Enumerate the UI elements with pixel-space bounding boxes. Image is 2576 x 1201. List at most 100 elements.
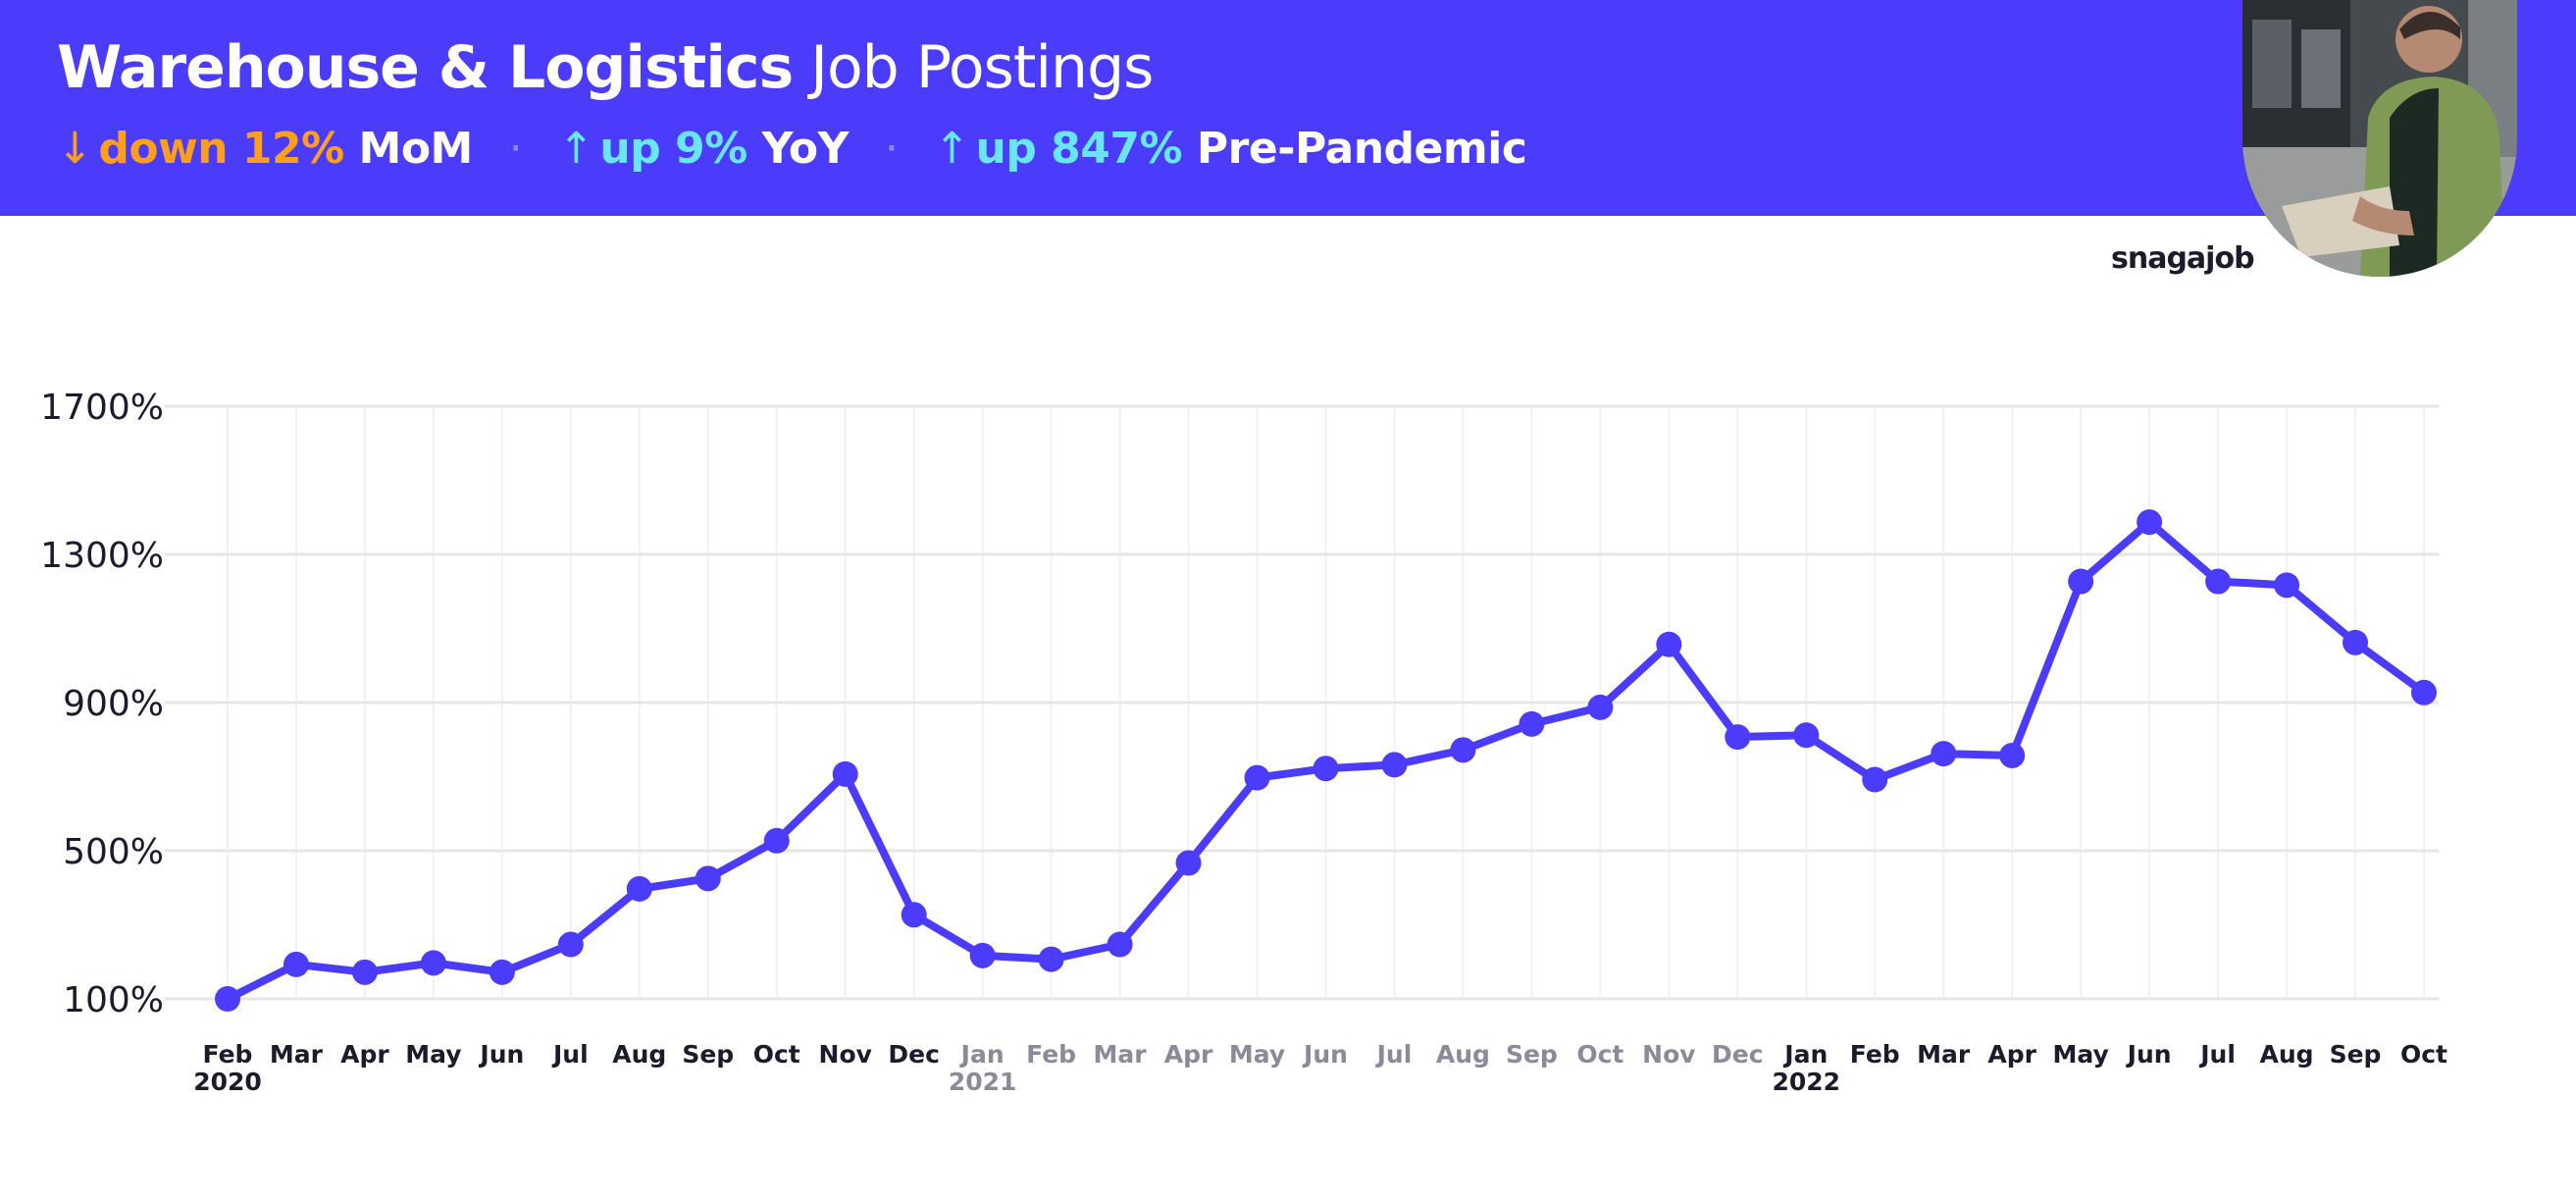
snagajob-logo: snagajob [2111,241,2255,276]
data-point [695,865,721,892]
data-point [763,827,790,854]
data-point [283,951,309,977]
x-tick-label: Jun [478,1040,524,1069]
y-tick-label: 500% [63,832,164,872]
x-tick-label: Jul [1375,1040,1413,1069]
data-point [1587,694,1614,720]
data-point [557,931,584,958]
page-title: Warehouse & Logistics Job Postings [57,33,1154,102]
stat-prepandemic-label: Pre-Pandemic [1196,124,1527,174]
data-point [2274,572,2300,599]
data-point [626,875,652,902]
stats-line: ↓ down 12% MoM · ↑ up 9% YoY · ↑ up 847% Pr… [57,124,1527,174]
data-point [1793,722,1820,749]
x-tick-label: Nov [1642,1040,1695,1069]
x-tick-label: Jul [2198,1040,2236,1069]
stat-prepandemic-value: up 847% [975,124,1183,174]
x-tick-year-label: 2020 [193,1068,262,1096]
data-point [1862,766,1888,793]
x-tick-label: Feb [1026,1040,1076,1069]
data-point [1725,724,1751,751]
y-tick-label: 1700% [40,388,164,428]
x-tick-label: Jan [1782,1040,1828,1069]
data-point [901,902,927,928]
x-tick-label: Jul [551,1040,589,1069]
header-banner [0,0,2576,216]
x-tick-label: Dec [888,1040,940,1069]
data-point [1656,631,1682,657]
data-point [1381,752,1408,778]
data-point [1107,931,1133,958]
data-point [1038,946,1064,972]
stat-yoy-label: YoY [761,124,850,174]
data-point [1313,756,1339,782]
data-point [215,986,240,1012]
y-tick-label: 900% [63,684,164,724]
arrow-up-icon: ↑ [558,124,594,174]
x-tick-label: Feb [203,1040,253,1069]
title-bold: Warehouse & Logistics [57,33,794,102]
x-tick-label: Apr [1164,1040,1213,1069]
x-tick-label: Aug [2260,1040,2314,1069]
x-tick-label: Nov [819,1040,872,1069]
data-point [2205,568,2232,595]
data-point [1450,737,1476,763]
data-point [1244,764,1270,791]
x-tick-label: Apr [340,1040,389,1069]
x-tick-label: Jun [2126,1040,2172,1069]
stat-mom-value: down 12% [98,124,344,174]
data-point [1519,710,1545,737]
title-light: Job Postings [810,33,1154,102]
data-point [1999,742,2026,768]
stat-prepandemic: ↑ up 847% Pre-Pandemic [934,124,1527,174]
data-point [969,942,996,968]
data-point [2068,568,2094,595]
arrow-down-icon: ↓ [57,124,93,174]
separator-dot: · [508,124,523,174]
x-tick-year-label: 2022 [1772,1068,1840,1096]
y-axis-ticks: 1700% 1300% 900% 500% 100% [40,388,164,1020]
worker-photo-illustration [2242,0,2517,277]
data-point [2343,629,2369,655]
data-point [351,959,378,985]
x-tick-label: May [405,1040,461,1069]
x-tick-label: Sep [1506,1040,1558,1069]
x-tick-label: Jun [1302,1040,1348,1069]
worker-photo [2242,0,2517,277]
x-tick-label: Oct [753,1040,800,1069]
separator-dot: · [884,124,899,174]
x-tick-label: Mar [1094,1040,1148,1069]
x-tick-year-label: 2021 [949,1068,1017,1096]
x-tick-label: Mar [270,1040,324,1069]
horizontal-gridlines [165,404,2439,1001]
y-tick-label: 100% [63,980,164,1020]
data-point [1931,741,1957,767]
x-tick-label: Sep [682,1040,734,1069]
data-point [420,950,446,976]
data-point [489,959,515,985]
x-tick-label: Oct [1576,1040,1623,1069]
y-tick-label: 1300% [40,536,164,576]
data-point [2137,509,2163,536]
x-tick-label: May [2053,1040,2109,1069]
x-tick-label: Sep [2330,1040,2382,1069]
data-point [832,760,858,787]
x-tick-label: Mar [1917,1040,1971,1069]
x-tick-label: May [1229,1040,1285,1069]
data-point [2411,679,2437,705]
stat-mom: ↓ down 12% MoM [57,124,488,174]
x-tick-label: Oct [2400,1040,2447,1069]
data-point [1175,850,1202,876]
x-tick-label: Aug [1436,1040,1490,1069]
arrow-up-icon: ↑ [934,124,970,174]
x-tick-label: Feb [1850,1040,1900,1069]
stat-yoy: ↑ up 9% YoY [558,124,863,174]
x-tick-label: Aug [612,1040,666,1069]
stat-yoy-value: up 9% [599,124,747,174]
x-tick-label: Dec [1712,1040,1764,1069]
series-postings [215,509,2437,1012]
x-tick-label: Jan [959,1040,1005,1069]
x-tick-label: Apr [1987,1040,2036,1069]
